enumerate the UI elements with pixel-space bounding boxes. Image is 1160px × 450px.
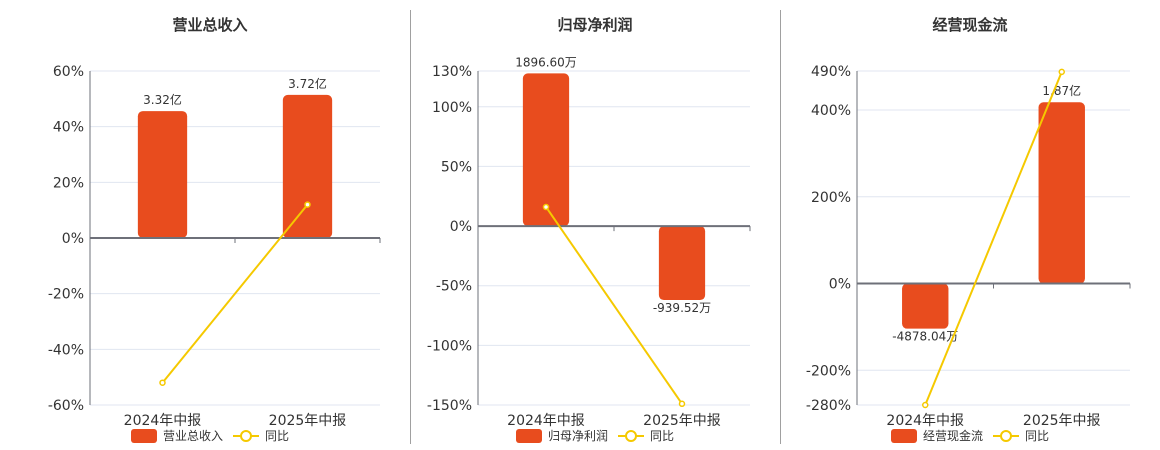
- chart-plot: 490% 400% 200% 0% -200% -280% -4878.04万 1.87亿 20…: [806, 64, 1131, 429]
- yoy-point[interactable]: [542, 203, 550, 211]
- x-category-label: 2024年中报: [124, 413, 202, 429]
- y-tick-label: 400%: [811, 103, 851, 119]
- chart-panel-operating-cashflow: 经营现金流 490% 400% 200% 0% -200% -280% -4878.04万 1…: [780, 0, 1160, 450]
- y-tick-label: 0%: [450, 219, 472, 235]
- panel-divider: [410, 10, 411, 444]
- chart-title: 营业总收入: [172, 16, 248, 34]
- yoy-point[interactable]: [922, 401, 929, 409]
- chart-legend: 营业总收入 同比: [5, 427, 415, 444]
- y-tick-label: 40%: [53, 120, 84, 136]
- bar[interactable]: [658, 226, 706, 301]
- yoy-point[interactable]: [1058, 68, 1065, 76]
- legend-line-swatch[interactable]: [618, 429, 644, 443]
- y-tick-label: -20%: [48, 287, 84, 303]
- yoy-point[interactable]: [304, 201, 311, 208]
- y-tick-label: -200%: [806, 363, 851, 379]
- panel-divider: [780, 10, 781, 444]
- y-tick-label: 50%: [441, 159, 472, 175]
- y-tick-label: 490%: [811, 64, 851, 80]
- x-category-label: 2024年中报: [507, 413, 585, 429]
- yoy-line: [924, 71, 1063, 406]
- y-tick-label: 100%: [432, 100, 472, 116]
- chart-plot: 60% 40% 20% 0% -20% -40% -60% 3.32亿 3.72亿 2024年中报…: [48, 64, 381, 429]
- y-tick-label: 0%: [62, 231, 84, 247]
- y-tick-label: 200%: [811, 190, 851, 206]
- legend-bar-swatch[interactable]: [890, 428, 917, 443]
- bar[interactable]: [1038, 102, 1085, 284]
- bar-value-label: -939.52万: [653, 301, 711, 315]
- y-tick-label: -40%: [48, 342, 84, 358]
- chart-title: 经营现金流: [932, 16, 1008, 34]
- y-tick-label: -60%: [48, 398, 84, 414]
- y-tick-label: -100%: [427, 338, 472, 354]
- x-category-label: 2024年中报: [886, 413, 964, 429]
- bar-value-label: 1896.60万: [515, 55, 577, 69]
- bar[interactable]: [137, 111, 188, 238]
- yoy-line: [161, 203, 309, 384]
- legend-bar-swatch[interactable]: [130, 428, 157, 443]
- bar-value-label: 3.32亿: [143, 92, 182, 107]
- y-tick-label: 0%: [829, 277, 851, 293]
- y-tick-label: 60%: [53, 64, 84, 80]
- yoy-line: [545, 206, 683, 405]
- bar[interactable]: [522, 73, 570, 227]
- x-category-label: 2025年中报: [269, 413, 347, 429]
- yoy-point[interactable]: [159, 379, 166, 386]
- legend-line-swatch[interactable]: [993, 429, 1019, 443]
- x-category-label: 2025年中报: [1023, 413, 1101, 429]
- chart-title: 归母净利润: [557, 16, 633, 34]
- y-tick-label: -280%: [806, 398, 851, 414]
- yoy-point[interactable]: [678, 400, 686, 408]
- legend-line-label[interactable]: 同比: [265, 429, 290, 443]
- y-tick-label: -150%: [427, 398, 472, 414]
- chart-panel-revenue: 营业总收入 60% 40% 20% 0% -20% -40% -60% 3.32亿 3.72亿 2…: [0, 0, 410, 450]
- y-tick-label: 130%: [432, 64, 472, 80]
- legend-line-label[interactable]: 同比: [650, 429, 675, 443]
- chart-panel-net-profit: 归母净利润 130% 100% 50% 0% -50% -100% -150% 1896.60…: [410, 0, 780, 450]
- legend-line-label[interactable]: 同比: [1025, 429, 1050, 443]
- bar[interactable]: [282, 94, 333, 238]
- bar-value-label: -4878.04万: [892, 330, 958, 344]
- legend-bar-swatch[interactable]: [515, 428, 542, 443]
- legend-bar-label[interactable]: 归母净利润: [547, 429, 608, 443]
- legend-line-swatch[interactable]: [233, 429, 259, 443]
- chart-legend: 归母净利润 同比: [410, 427, 780, 444]
- bar[interactable]: [902, 283, 949, 329]
- legend-bar-label[interactable]: 营业总收入: [162, 429, 223, 443]
- y-tick-label: -50%: [436, 279, 472, 295]
- chart-legend: 经营现金流 同比: [780, 427, 1160, 444]
- bar-value-label: 3.72亿: [288, 76, 327, 91]
- y-tick-label: 20%: [53, 175, 84, 191]
- legend-bar-label[interactable]: 经营现金流: [922, 429, 983, 443]
- bar-value-label: 1.87亿: [1042, 83, 1081, 98]
- x-category-label: 2025年中报: [643, 413, 721, 429]
- chart-plot: 130% 100% 50% 0% -50% -100% -150% 1896.60万 -939.…: [427, 55, 751, 429]
